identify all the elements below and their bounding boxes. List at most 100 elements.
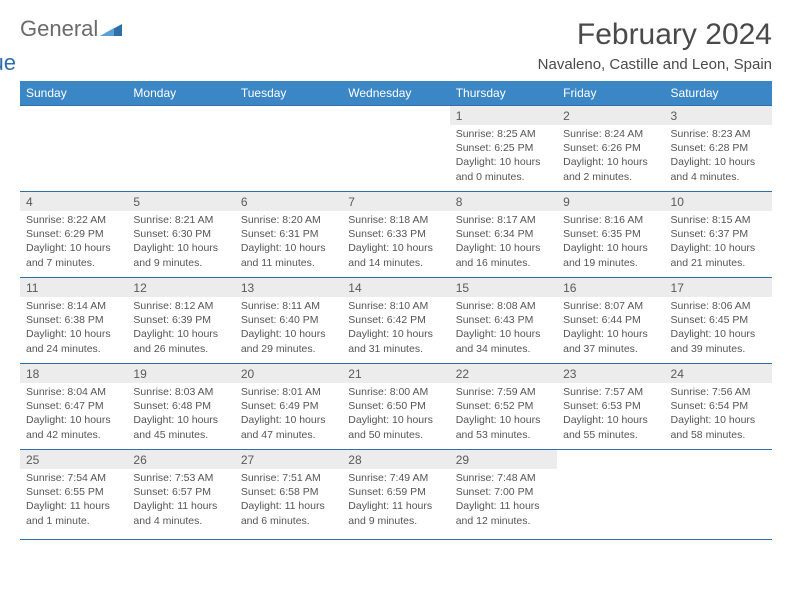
sunrise-text: Sunrise: 8:07 AM: [563, 299, 658, 313]
sunrise-text: Sunrise: 8:15 AM: [671, 213, 766, 227]
day-body: Sunrise: 8:06 AMSunset: 6:45 PMDaylight:…: [665, 297, 772, 360]
calendar-day-cell: 4Sunrise: 8:22 AMSunset: 6:29 PMDaylight…: [20, 191, 127, 277]
daylight-text: Daylight: 10 hours and 14 minutes.: [348, 241, 443, 269]
daylight-text: Daylight: 10 hours and 45 minutes.: [133, 413, 228, 441]
calendar-day-cell: 19Sunrise: 8:03 AMSunset: 6:48 PMDayligh…: [127, 363, 234, 449]
calendar-day-cell: 12Sunrise: 8:12 AMSunset: 6:39 PMDayligh…: [127, 277, 234, 363]
day-body: Sunrise: 7:49 AMSunset: 6:59 PMDaylight:…: [342, 469, 449, 532]
day-number: 8: [450, 191, 557, 211]
sunset-text: Sunset: 6:43 PM: [456, 313, 551, 327]
daylight-text: Daylight: 10 hours and 11 minutes.: [241, 241, 336, 269]
day-body: Sunrise: 8:22 AMSunset: 6:29 PMDaylight:…: [20, 211, 127, 274]
sunrise-text: Sunrise: 8:20 AM: [241, 213, 336, 227]
logo-word-blue: Blue: [0, 52, 74, 74]
sunset-text: Sunset: 6:33 PM: [348, 227, 443, 241]
day-body: Sunrise: 8:11 AMSunset: 6:40 PMDaylight:…: [235, 297, 342, 360]
sunrise-text: Sunrise: 8:21 AM: [133, 213, 228, 227]
daylight-text: Daylight: 10 hours and 2 minutes.: [563, 155, 658, 183]
logo-triangle-icon: [100, 22, 122, 40]
sunset-text: Sunset: 6:37 PM: [671, 227, 766, 241]
sunrise-text: Sunrise: 8:00 AM: [348, 385, 443, 399]
day-number: [557, 449, 664, 469]
calendar-day-cell: 3Sunrise: 8:23 AMSunset: 6:28 PMDaylight…: [665, 105, 772, 191]
day-number: 17: [665, 277, 772, 297]
sunrise-text: Sunrise: 8:01 AM: [241, 385, 336, 399]
calendar-day-cell: 23Sunrise: 7:57 AMSunset: 6:53 PMDayligh…: [557, 363, 664, 449]
calendar-day-cell: 18Sunrise: 8:04 AMSunset: 6:47 PMDayligh…: [20, 363, 127, 449]
sunrise-text: Sunrise: 7:49 AM: [348, 471, 443, 485]
calendar-week-row: 4Sunrise: 8:22 AMSunset: 6:29 PMDaylight…: [20, 191, 772, 277]
day-body: Sunrise: 8:14 AMSunset: 6:38 PMDaylight:…: [20, 297, 127, 360]
calendar-day-cell: [665, 449, 772, 535]
sunset-text: Sunset: 6:28 PM: [671, 141, 766, 155]
day-number: [665, 449, 772, 469]
sunset-text: Sunset: 6:49 PM: [241, 399, 336, 413]
sunrise-text: Sunrise: 8:06 AM: [671, 299, 766, 313]
calendar-day-cell: [557, 449, 664, 535]
day-body: Sunrise: 7:54 AMSunset: 6:55 PMDaylight:…: [20, 469, 127, 532]
logo-word-general: General: [20, 16, 98, 41]
calendar-day-cell: 6Sunrise: 8:20 AMSunset: 6:31 PMDaylight…: [235, 191, 342, 277]
daylight-text: Daylight: 10 hours and 53 minutes.: [456, 413, 551, 441]
day-body: Sunrise: 8:03 AMSunset: 6:48 PMDaylight:…: [127, 383, 234, 446]
day-number: 29: [450, 449, 557, 469]
sunset-text: Sunset: 6:52 PM: [456, 399, 551, 413]
sunset-text: Sunset: 6:58 PM: [241, 485, 336, 499]
calendar-week-row: 25Sunrise: 7:54 AMSunset: 6:55 PMDayligh…: [20, 449, 772, 535]
day-number: [20, 105, 127, 125]
sunset-text: Sunset: 6:29 PM: [26, 227, 121, 241]
day-body: Sunrise: 8:07 AMSunset: 6:44 PMDaylight:…: [557, 297, 664, 360]
day-number: [342, 105, 449, 125]
logo: General Blue: [20, 18, 122, 62]
calendar-day-cell: 10Sunrise: 8:15 AMSunset: 6:37 PMDayligh…: [665, 191, 772, 277]
day-number: 24: [665, 363, 772, 383]
sunset-text: Sunset: 6:45 PM: [671, 313, 766, 327]
day-number: 9: [557, 191, 664, 211]
day-number: 22: [450, 363, 557, 383]
calendar-day-cell: 20Sunrise: 8:01 AMSunset: 6:49 PMDayligh…: [235, 363, 342, 449]
day-number: 27: [235, 449, 342, 469]
day-body: Sunrise: 8:16 AMSunset: 6:35 PMDaylight:…: [557, 211, 664, 274]
calendar-day-cell: [127, 105, 234, 191]
day-number: 6: [235, 191, 342, 211]
calendar-day-cell: 1Sunrise: 8:25 AMSunset: 6:25 PMDaylight…: [450, 105, 557, 191]
calendar-day-cell: 5Sunrise: 8:21 AMSunset: 6:30 PMDaylight…: [127, 191, 234, 277]
daylight-text: Daylight: 11 hours and 1 minute.: [26, 499, 121, 527]
sunset-text: Sunset: 6:53 PM: [563, 399, 658, 413]
day-body: Sunrise: 7:53 AMSunset: 6:57 PMDaylight:…: [127, 469, 234, 532]
calendar-day-cell: 17Sunrise: 8:06 AMSunset: 6:45 PMDayligh…: [665, 277, 772, 363]
sunset-text: Sunset: 6:40 PM: [241, 313, 336, 327]
calendar-day-cell: [20, 105, 127, 191]
day-body: Sunrise: 8:21 AMSunset: 6:30 PMDaylight:…: [127, 211, 234, 274]
daylight-text: Daylight: 10 hours and 0 minutes.: [456, 155, 551, 183]
sunrise-text: Sunrise: 8:11 AM: [241, 299, 336, 313]
daylight-text: Daylight: 10 hours and 29 minutes.: [241, 327, 336, 355]
daylight-text: Daylight: 10 hours and 39 minutes.: [671, 327, 766, 355]
calendar-week-row: 1Sunrise: 8:25 AMSunset: 6:25 PMDaylight…: [20, 105, 772, 191]
title-block: February 2024 Navaleno, Castille and Leo…: [538, 18, 772, 73]
sunset-text: Sunset: 6:38 PM: [26, 313, 121, 327]
calendar-day-cell: 16Sunrise: 8:07 AMSunset: 6:44 PMDayligh…: [557, 277, 664, 363]
sunset-text: Sunset: 6:35 PM: [563, 227, 658, 241]
sunset-text: Sunset: 6:42 PM: [348, 313, 443, 327]
day-number: 2: [557, 105, 664, 125]
daylight-text: Daylight: 10 hours and 58 minutes.: [671, 413, 766, 441]
calendar-day-cell: 9Sunrise: 8:16 AMSunset: 6:35 PMDaylight…: [557, 191, 664, 277]
sunrise-text: Sunrise: 8:12 AM: [133, 299, 228, 313]
sunrise-text: Sunrise: 7:51 AM: [241, 471, 336, 485]
day-body: Sunrise: 7:51 AMSunset: 6:58 PMDaylight:…: [235, 469, 342, 532]
daylight-text: Daylight: 11 hours and 9 minutes.: [348, 499, 443, 527]
sunrise-text: Sunrise: 8:22 AM: [26, 213, 121, 227]
sunset-text: Sunset: 6:34 PM: [456, 227, 551, 241]
calendar-day-cell: 22Sunrise: 7:59 AMSunset: 6:52 PMDayligh…: [450, 363, 557, 449]
day-number: 14: [342, 277, 449, 297]
weekday-header: Monday: [127, 81, 234, 105]
daylight-text: Daylight: 10 hours and 16 minutes.: [456, 241, 551, 269]
day-number: 25: [20, 449, 127, 469]
calendar-day-cell: 21Sunrise: 8:00 AMSunset: 6:50 PMDayligh…: [342, 363, 449, 449]
sunrise-text: Sunrise: 8:03 AM: [133, 385, 228, 399]
day-body: Sunrise: 7:59 AMSunset: 6:52 PMDaylight:…: [450, 383, 557, 446]
sunset-text: Sunset: 6:25 PM: [456, 141, 551, 155]
weekday-header: Tuesday: [235, 81, 342, 105]
sunset-text: Sunset: 6:59 PM: [348, 485, 443, 499]
